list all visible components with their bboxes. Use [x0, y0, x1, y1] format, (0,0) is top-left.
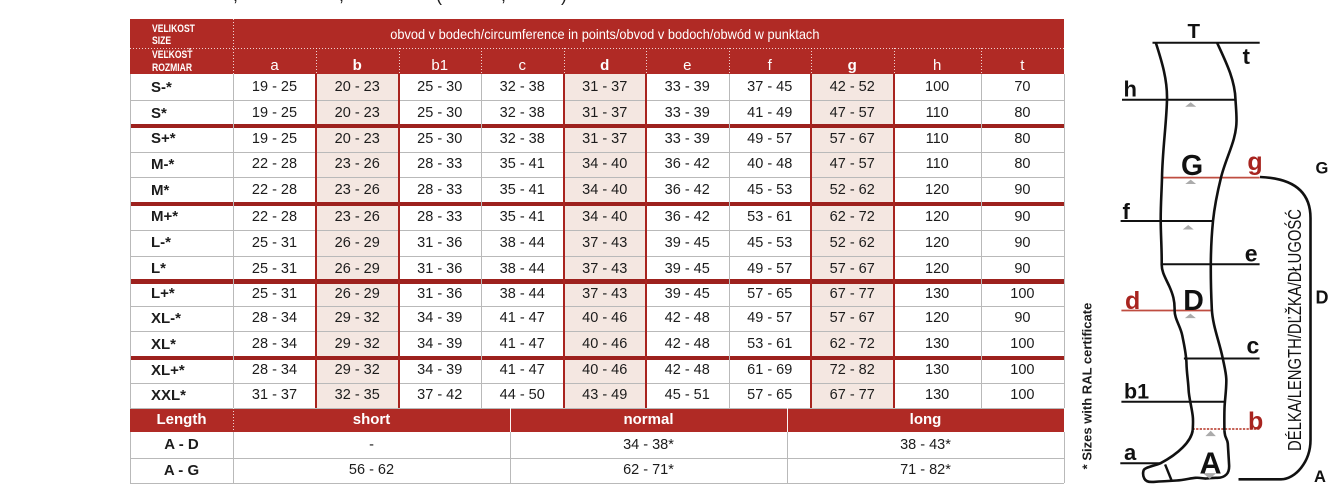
svg-text:h: h — [1124, 76, 1137, 101]
svg-text:d: d — [1125, 287, 1140, 315]
svg-text:f: f — [1123, 199, 1131, 224]
svg-text:T: T — [1188, 20, 1201, 43]
svg-text:G: G — [1181, 150, 1203, 182]
svg-text:A: A — [1200, 446, 1222, 480]
svg-text:e: e — [1245, 240, 1258, 266]
svg-text:D: D — [1183, 285, 1204, 317]
svg-text:t: t — [1243, 44, 1251, 69]
svg-text:G: G — [1316, 160, 1329, 178]
svg-text:D: D — [1316, 288, 1329, 308]
svg-text:g: g — [1247, 148, 1262, 176]
svg-text:A: A — [1314, 468, 1326, 486]
svg-text:DÉLKA/LENGTH/DĽŽKA/DŁUGOŚĆ: DÉLKA/LENGTH/DĽŽKA/DŁUGOŚĆ — [1284, 209, 1305, 451]
svg-text:b1: b1 — [1124, 380, 1149, 404]
svg-text:b: b — [1248, 407, 1263, 435]
svg-text:c: c — [1247, 333, 1260, 359]
svg-text:a: a — [1124, 440, 1137, 465]
